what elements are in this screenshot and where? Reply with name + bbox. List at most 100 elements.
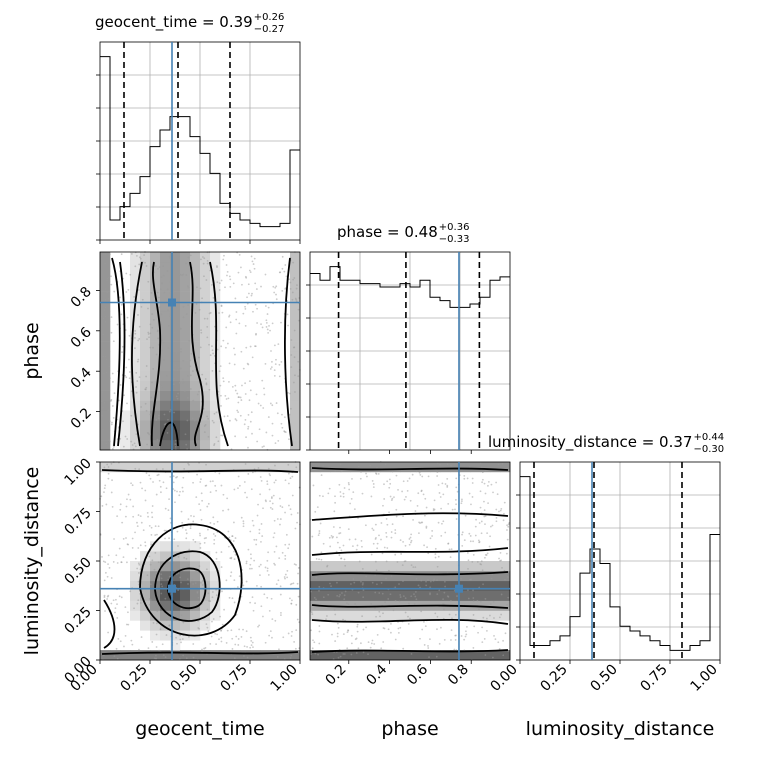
sample-point bbox=[242, 522, 245, 525]
sample-point bbox=[175, 573, 178, 576]
sample-point bbox=[479, 490, 482, 493]
sample-point bbox=[234, 643, 237, 646]
sample-point bbox=[265, 319, 268, 322]
density-cell bbox=[210, 462, 221, 473]
sample-point bbox=[335, 536, 338, 539]
sample-point bbox=[249, 636, 252, 639]
contour-line bbox=[159, 421, 179, 447]
density-cell bbox=[130, 420, 141, 431]
sample-point bbox=[446, 477, 449, 480]
sample-point bbox=[478, 541, 481, 544]
sample-point bbox=[111, 479, 113, 482]
sample-point bbox=[165, 618, 168, 621]
sample-point bbox=[280, 611, 282, 614]
sample-point bbox=[490, 577, 493, 580]
sample-point bbox=[149, 323, 152, 326]
density-cell bbox=[400, 590, 411, 601]
sample-point bbox=[145, 375, 148, 378]
sample-point bbox=[348, 483, 350, 486]
sample-point bbox=[395, 508, 398, 511]
sample-point bbox=[144, 544, 147, 547]
sample-point bbox=[490, 483, 493, 486]
sample-point bbox=[425, 580, 427, 583]
density-cell bbox=[490, 580, 501, 591]
sample-point bbox=[288, 438, 290, 441]
sample-point bbox=[137, 547, 140, 549]
density-cell bbox=[380, 590, 391, 601]
contour-line bbox=[131, 261, 229, 447]
sample-point bbox=[220, 551, 223, 553]
sample-point bbox=[127, 611, 129, 614]
sample-point bbox=[467, 559, 470, 562]
density-cell bbox=[100, 380, 111, 391]
sample-point bbox=[241, 283, 243, 286]
density-cell bbox=[180, 380, 191, 391]
sample-point bbox=[292, 381, 295, 384]
density-cell bbox=[290, 271, 301, 282]
sample-point bbox=[406, 480, 409, 482]
sample-point bbox=[350, 634, 353, 637]
sample-point bbox=[424, 514, 426, 517]
sample-point bbox=[103, 487, 106, 489]
sample-point bbox=[418, 471, 421, 474]
density-cell bbox=[150, 281, 161, 292]
sample-point bbox=[294, 527, 297, 530]
sample-point bbox=[192, 538, 195, 541]
sample-point bbox=[284, 573, 287, 576]
sample-point bbox=[259, 563, 262, 566]
sample-point bbox=[231, 647, 234, 650]
sample-point bbox=[128, 334, 131, 337]
y-axis-label: luminosity_distance bbox=[21, 467, 43, 656]
sample-point bbox=[251, 519, 254, 522]
density-cell bbox=[190, 462, 201, 473]
sample-point bbox=[168, 410, 171, 413]
sample-point bbox=[262, 407, 265, 409]
x-axis-label: geocent_time bbox=[135, 718, 264, 740]
sample-point bbox=[181, 274, 184, 277]
density-cell bbox=[460, 580, 471, 591]
sample-point bbox=[106, 279, 108, 282]
sample-point bbox=[163, 291, 166, 294]
sample-point bbox=[260, 323, 262, 325]
sample-point bbox=[450, 574, 452, 577]
sample-point bbox=[124, 635, 127, 637]
density-cell bbox=[130, 321, 141, 332]
sample-point bbox=[249, 553, 252, 556]
sample-point bbox=[119, 437, 122, 440]
sample-point bbox=[199, 481, 202, 483]
sample-point bbox=[136, 360, 139, 363]
sample-point bbox=[112, 599, 115, 602]
sample-point bbox=[103, 372, 105, 375]
sample-point bbox=[389, 593, 392, 596]
sample-point bbox=[211, 345, 213, 348]
density-cell bbox=[340, 570, 351, 582]
density-cell bbox=[460, 650, 471, 661]
sample-point bbox=[256, 440, 259, 443]
density-cell bbox=[320, 462, 331, 473]
density-cell bbox=[140, 590, 151, 601]
density-cell bbox=[480, 561, 491, 572]
sample-point bbox=[165, 529, 167, 532]
sample-point bbox=[155, 418, 158, 421]
density-panel-phase-vs-luminosity_distance bbox=[309, 461, 511, 661]
sample-point bbox=[107, 466, 110, 468]
sample-point bbox=[187, 564, 190, 566]
sample-point bbox=[139, 515, 142, 518]
sample-point bbox=[173, 368, 175, 371]
sample-point bbox=[436, 615, 439, 618]
sample-point bbox=[232, 540, 235, 542]
sample-point bbox=[145, 409, 148, 412]
sample-point bbox=[296, 582, 299, 585]
density-cell bbox=[180, 551, 191, 562]
density-cell bbox=[320, 590, 331, 601]
density-cell bbox=[190, 650, 201, 661]
sample-point bbox=[234, 353, 236, 356]
sample-point bbox=[447, 542, 450, 545]
sample-point bbox=[346, 631, 349, 634]
sample-point bbox=[355, 548, 358, 551]
sample-point bbox=[466, 477, 469, 480]
contour-line bbox=[101, 469, 299, 473]
sample-point bbox=[196, 473, 198, 476]
sample-point bbox=[179, 634, 182, 637]
sample-point bbox=[279, 518, 282, 520]
